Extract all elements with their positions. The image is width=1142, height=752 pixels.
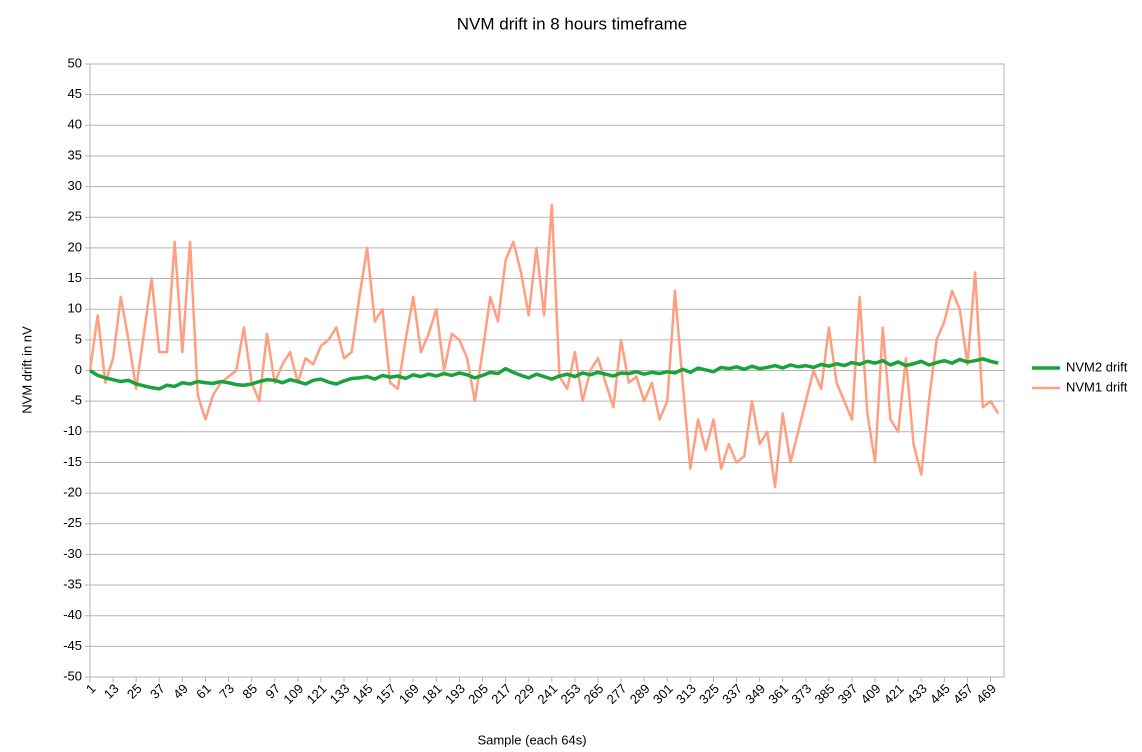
x-tick-label: 373 (788, 681, 814, 707)
y-tick-label: 25 (68, 209, 82, 224)
y-tick-label: 20 (68, 239, 82, 254)
x-tick-label: 349 (742, 681, 768, 707)
legend-label: NVM1 drift (1066, 379, 1128, 394)
x-tick-label: 409 (858, 681, 884, 707)
x-tick-label: 457 (950, 681, 976, 707)
x-tick-label: 445 (927, 681, 953, 707)
x-tick-label: 133 (327, 681, 353, 707)
y-tick-label: -15 (63, 454, 82, 469)
x-tick-label: 85 (239, 681, 260, 702)
x-tick-label: 301 (650, 681, 676, 707)
x-tick-label: 385 (811, 681, 837, 707)
y-tick-label: -10 (63, 423, 82, 438)
x-tick-label: 265 (581, 681, 607, 707)
x-tick-label: 13 (101, 681, 122, 702)
y-tick-label: 40 (68, 117, 82, 132)
x-tick-label: 25 (124, 681, 145, 702)
series-line (88, 203, 1000, 489)
x-tick-label: 361 (765, 681, 791, 707)
y-tick-label: -35 (63, 576, 82, 591)
x-tick-label: 337 (719, 681, 745, 707)
y-tick-label: 5 (75, 331, 82, 346)
x-tick-label: 229 (511, 681, 537, 707)
x-tick-label: 277 (604, 681, 630, 707)
x-tick-label: 37 (147, 681, 168, 702)
x-tick-label: 313 (673, 681, 699, 707)
x-tick-label: 1 (83, 681, 99, 697)
y-tick-label: -45 (63, 638, 82, 653)
x-tick-label: 397 (835, 681, 861, 707)
x-tick-label: 169 (396, 681, 422, 707)
y-tick-label: -5 (70, 393, 82, 408)
series-line (89, 357, 999, 391)
x-tick-label: 73 (216, 681, 237, 702)
x-tick-label: 205 (465, 681, 491, 707)
x-axis-title: Sample (each 64s) (477, 732, 586, 747)
x-tick-label: 181 (419, 681, 445, 707)
x-tick-label: 469 (973, 681, 999, 707)
x-tick-label: 49 (170, 681, 191, 702)
x-tick-label: 421 (881, 681, 907, 707)
y-tick-label: -30 (63, 546, 82, 561)
x-tick-label: 253 (558, 681, 584, 707)
y-tick-label: 30 (68, 178, 82, 193)
y-tick-label: 50 (68, 55, 82, 70)
x-tick-label: 433 (904, 681, 930, 707)
legend-label: NVM2 drift (1066, 359, 1128, 374)
x-tick-label: 241 (534, 681, 560, 707)
x-tick-label: 61 (193, 681, 214, 702)
x-tick-label: 325 (696, 681, 722, 707)
y-tick-label: -20 (63, 485, 82, 500)
x-tick-label: 217 (488, 681, 514, 707)
y-tick-label: 35 (68, 147, 82, 162)
chart-title: NVM drift in 8 hours timeframe (457, 14, 688, 33)
x-tick-label: 121 (304, 681, 330, 707)
y-axis-title: NVM drift in nV (19, 326, 34, 414)
y-tick-label: 45 (68, 86, 82, 101)
x-tick-label: 97 (262, 681, 283, 702)
x-tick-label: 157 (373, 681, 399, 707)
y-tick-label: 15 (68, 270, 82, 285)
y-tick-label: 0 (75, 362, 82, 377)
x-tick-label: 109 (280, 681, 306, 707)
x-tick-label: 193 (442, 681, 468, 707)
y-tick-label: 10 (68, 301, 82, 316)
y-tick-label: -40 (63, 607, 82, 622)
y-tick-label: -50 (63, 668, 82, 683)
x-tick-label: 145 (350, 681, 376, 707)
y-tick-label: -25 (63, 515, 82, 530)
x-tick-label: 289 (627, 681, 653, 707)
